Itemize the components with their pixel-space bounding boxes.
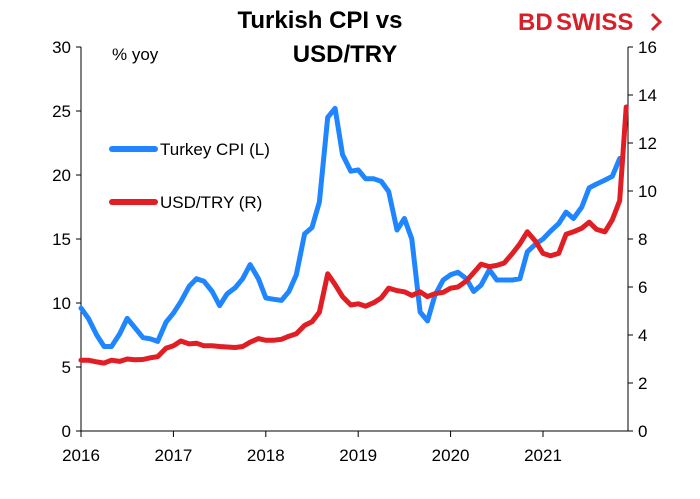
legend: Turkey CPI (L) USD/TRY (R): [109, 140, 270, 212]
chart-title-line-1: Turkish CPI vs: [238, 7, 403, 34]
x-tick-label: 2021: [524, 446, 562, 465]
y-right-tick-label: 12: [638, 134, 657, 153]
y-left-tick-label: 15: [52, 230, 71, 249]
brand-logo: BD SWISS: [518, 9, 663, 36]
chart-title-line-2: USD/TRY: [293, 41, 397, 68]
y-right-tick-label: 0: [638, 422, 647, 441]
y-left-tick-label: 25: [52, 102, 71, 121]
y-right-tick-label: 14: [638, 86, 657, 105]
legend-label-usdtry: USD/TRY (R): [160, 193, 262, 212]
y-left-tick-label: 5: [62, 358, 71, 377]
y-right-tick-label: 6: [638, 278, 647, 297]
series-layer: [78, 104, 629, 366]
x-tick-label: 2020: [432, 446, 470, 465]
unit-label: % yoy: [112, 45, 159, 64]
legend-label-cpi: Turkey CPI (L): [160, 140, 270, 159]
x-tick-label: 2019: [339, 446, 377, 465]
y-left-tick-label: 0: [62, 422, 71, 441]
x-tick-label: 2016: [62, 446, 100, 465]
x-tick-label: 2018: [247, 446, 285, 465]
series-line-usdtry: [78, 104, 629, 366]
brand-logo-swiss: SWISS: [556, 9, 633, 36]
y-left-tick-label: 10: [52, 294, 71, 313]
y-right-tick-label: 8: [638, 230, 647, 249]
x-tick-label: 2017: [154, 446, 192, 465]
y-right-tick-label: 4: [638, 326, 647, 345]
brand-logo-chevron-icon: [650, 12, 663, 32]
y-right-tick-label: 16: [638, 38, 657, 57]
axes: 0 5 10 15 20 25 30 0 2 4 6 8 10 12 14 16 2016 2017 2018 201…: [52, 38, 657, 465]
y-left-tick-label: 20: [52, 166, 71, 185]
brand-logo-bd: BD: [518, 9, 553, 36]
y-left-tick-label: 30: [52, 38, 71, 57]
y-right-tick-label: 2: [638, 374, 647, 393]
series-line-cpi: [78, 105, 623, 349]
y-right-tick-label: 10: [638, 182, 657, 201]
